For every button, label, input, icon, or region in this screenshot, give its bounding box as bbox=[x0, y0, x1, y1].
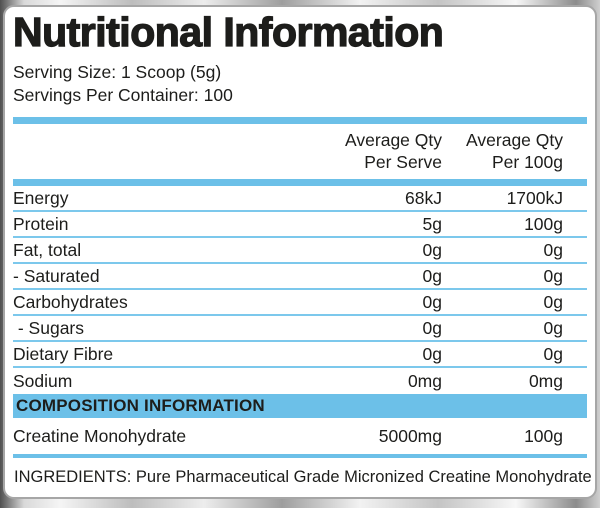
nutrient-per-100g: 0g bbox=[543, 265, 563, 286]
nutrient-name: Protein bbox=[13, 213, 69, 234]
table-row: Creatine Monohydrate 5000mg 100g bbox=[13, 418, 587, 454]
nutrient-per-serve: 0g bbox=[422, 239, 442, 260]
servings-per-container-text: Servings Per Container: 100 bbox=[13, 85, 233, 105]
nutrient-name: Energy bbox=[13, 187, 69, 208]
composition-table-body: Creatine Monohydrate 5000mg 100g bbox=[13, 418, 587, 454]
table-header-row: Average Qty Per Serve Average Qty Per 10… bbox=[13, 124, 587, 179]
nutrient-name: Dietary Fibre bbox=[13, 343, 114, 364]
nutrient-per-serve: 0g bbox=[422, 317, 442, 338]
nutrition-label-card: Nutritional Information Serving Size: 1 … bbox=[3, 5, 597, 499]
column-header-per-serve: Average Qty Per Serve bbox=[327, 129, 442, 173]
nutrient-name: Fat, total bbox=[13, 239, 82, 260]
nutrient-per-serve: 68kJ bbox=[405, 187, 442, 208]
nutrient-per-100g: 1700kJ bbox=[506, 187, 563, 208]
top-divider-bar bbox=[13, 117, 587, 124]
table-row: Dietary Fibre 0g 0g bbox=[13, 342, 587, 368]
nutrient-per-serve: 0g bbox=[422, 291, 442, 312]
nutrient-per-100g: 0g bbox=[543, 291, 563, 312]
table-row: Sodium 0mg 0mg bbox=[13, 368, 587, 394]
nutrient-per-serve: 0g bbox=[422, 343, 442, 364]
table-row: - Sugars 0g 0g bbox=[13, 316, 587, 342]
header-divider-bar bbox=[13, 179, 587, 186]
per-serve-header-line1: Average Qty bbox=[345, 130, 442, 150]
nutrient-per-100g: 0g bbox=[543, 239, 563, 260]
nutrient-name: Sodium bbox=[13, 370, 73, 391]
per-100g-header-line1: Average Qty bbox=[466, 130, 563, 150]
column-header-per-100g: Average Qty Per 100g bbox=[442, 129, 587, 173]
nutrient-name: - Sugars bbox=[13, 317, 84, 338]
nutrient-name: - Saturated bbox=[13, 265, 100, 286]
nutrient-name: Carbohydrates bbox=[13, 291, 128, 312]
nutrient-per-serve: 0g bbox=[422, 265, 442, 286]
table-row: Fat, total 0g 0g bbox=[13, 238, 587, 264]
nutrient-per-serve: 5000mg bbox=[378, 425, 442, 446]
table-row: Carbohydrates 0g 0g bbox=[13, 290, 587, 316]
per-serve-header-line2: Per Serve bbox=[364, 152, 442, 172]
serving-size-text: Serving Size: 1 Scoop (5g) bbox=[13, 62, 222, 82]
nutrient-name: Creatine Monohydrate bbox=[13, 425, 187, 446]
nutrient-table-body: Energy 68kJ 1700kJ Protein 5g 100g Fat, … bbox=[13, 186, 587, 394]
composition-header-banner: COMPOSITION INFORMATION bbox=[13, 394, 587, 418]
nutrient-per-100g: 0mg bbox=[528, 370, 563, 391]
nutrient-per-serve: 5g bbox=[422, 213, 442, 234]
table-row: Energy 68kJ 1700kJ bbox=[13, 186, 587, 212]
nutrient-per-100g: 100g bbox=[524, 425, 563, 446]
table-row: Protein 5g 100g bbox=[13, 212, 587, 238]
nutrient-per-100g: 0g bbox=[543, 317, 563, 338]
bottom-divider-bar bbox=[13, 454, 587, 458]
nutrient-per-100g: 0g bbox=[543, 343, 563, 364]
page-title: Nutritional Information bbox=[12, 9, 444, 55]
ingredients-text: INGREDIENTS: Pure Pharmaceutical Grade M… bbox=[14, 468, 592, 486]
table-row: - Saturated 0g 0g bbox=[13, 264, 587, 290]
nutrient-per-serve: 0mg bbox=[407, 370, 442, 391]
per-100g-header-line2: Per 100g bbox=[491, 152, 563, 172]
composition-header-text: COMPOSITION INFORMATION bbox=[16, 396, 265, 415]
nutrient-per-100g: 100g bbox=[524, 213, 563, 234]
serving-info: Serving Size: 1 Scoop (5g) Servings Per … bbox=[13, 61, 587, 107]
